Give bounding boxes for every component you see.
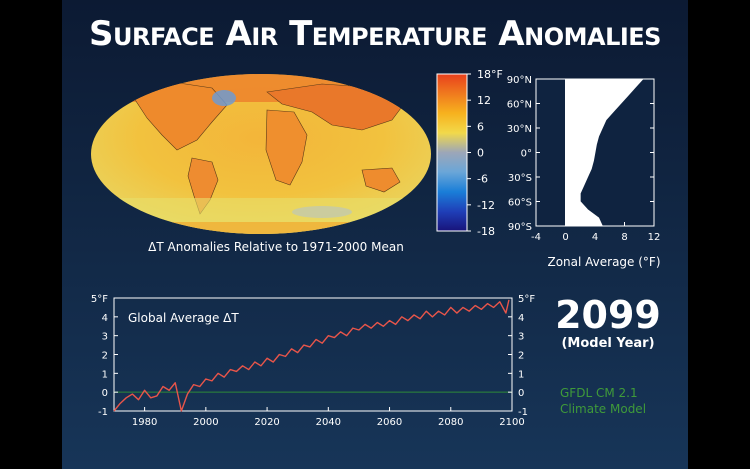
ts-y-tick-label-right: 2 <box>518 351 524 362</box>
ts-y-tick-label: 3 <box>102 332 108 343</box>
zonal-y-tick-label: 30°S <box>508 173 532 184</box>
ts-y-tick-label: -1 <box>98 407 108 418</box>
zonal-x-tick-label: 4 <box>592 232 598 243</box>
ts-x-tick-label: 2100 <box>499 417 524 428</box>
colorbar: 18°F 12 6 0 -6 -12 -18 <box>436 68 503 238</box>
ts-y-tick-label-right: 3 <box>518 332 524 343</box>
model-year-value: 2099 <box>555 293 661 337</box>
colorbar-tick-label: -12 <box>477 199 495 212</box>
zonal-y-tick-label: 0° <box>521 149 532 160</box>
ts-y-tick-label: 1 <box>102 369 108 380</box>
page-title: Surface Air Temperature Anomalies <box>89 14 661 54</box>
ts-x-tick-label: 2060 <box>377 417 402 428</box>
colorbar-tick-label: 18°F <box>477 68 503 81</box>
colorbar-tick-label: 12 <box>477 94 491 107</box>
colorbar-tick-label: 6 <box>477 120 484 133</box>
model-name: GFDL CM 2.1 <box>560 386 638 400</box>
antarctic-cool-patch <box>292 206 352 218</box>
australia-land <box>361 167 401 193</box>
ts-y-tick-label-right: 1 <box>518 369 524 380</box>
map-caption: ΔT Anomalies Relative to 1971-2000 Mean <box>148 240 404 254</box>
zonal-x-tick-label: -4 <box>531 232 541 243</box>
colorbar-gradient <box>436 73 468 232</box>
model-year-caption: (Model Year) <box>561 336 655 351</box>
ts-y-tick-label: 0 <box>102 388 108 399</box>
zonal-x-tick-label: 12 <box>648 232 661 243</box>
colorbar-tick-label: -6 <box>477 173 488 186</box>
ts-y-tick-label-right: 0 <box>518 388 524 399</box>
ts-y-tick-label: 2 <box>102 351 108 362</box>
ts-x-tick-label: 2020 <box>254 417 279 428</box>
zonal-y-tick-label: 90°S <box>508 222 532 233</box>
zonal-average-chart: -4 0 4 8 12 90°N 60°N 30°N 0° 30°S 60°S 90°S <box>507 75 661 243</box>
ts-x-tick-label: 2040 <box>316 417 341 428</box>
ts-chart-title: Global Average ΔT <box>128 311 239 325</box>
zonal-y-tick-label: 30°N <box>507 124 532 135</box>
slide-background: Surface Air Temperature Anomalies <box>62 0 688 469</box>
global-average-line <box>113 299 510 412</box>
africa-land <box>265 109 308 186</box>
zonal-y-tick-label: 60°N <box>507 100 532 111</box>
colorbar-tick-label: 0 <box>477 147 484 160</box>
ts-x-tick-label: 1980 <box>132 417 157 428</box>
ts-x-tick-label: 2000 <box>193 417 218 428</box>
ts-y-tick-label: 4 <box>102 313 108 324</box>
zonal-x-tick-label: 8 <box>621 232 627 243</box>
north-america-land <box>131 81 228 151</box>
zonal-axis-label: Zonal Average (°F) <box>547 255 661 269</box>
ts-y-tick-label-right: -1 <box>518 407 528 418</box>
zonal-area <box>565 78 644 227</box>
ts-x-tick-label: 2080 <box>438 417 463 428</box>
global-average-chart: 5°F 5°F 4 4 3 3 2 2 1 1 0 0 -1 -1 1980 2000 2020 2040 2060… <box>91 294 535 428</box>
zonal-y-tick-label: 60°S <box>508 198 532 209</box>
ts-y-tick-label-right: 4 <box>518 313 524 324</box>
model-subtitle: Climate Model <box>560 402 647 416</box>
ts-y-tick-label: 5°F <box>91 294 108 305</box>
ts-y-tick-label-right: 5°F <box>518 294 535 305</box>
zonal-y-tick-label: 90°N <box>507 75 532 86</box>
colorbar-tick-label: -18 <box>477 225 495 238</box>
world-temperature-map <box>91 74 431 234</box>
zonal-x-tick-label: 0 <box>562 232 568 243</box>
greenland-cool-patch <box>212 90 236 106</box>
